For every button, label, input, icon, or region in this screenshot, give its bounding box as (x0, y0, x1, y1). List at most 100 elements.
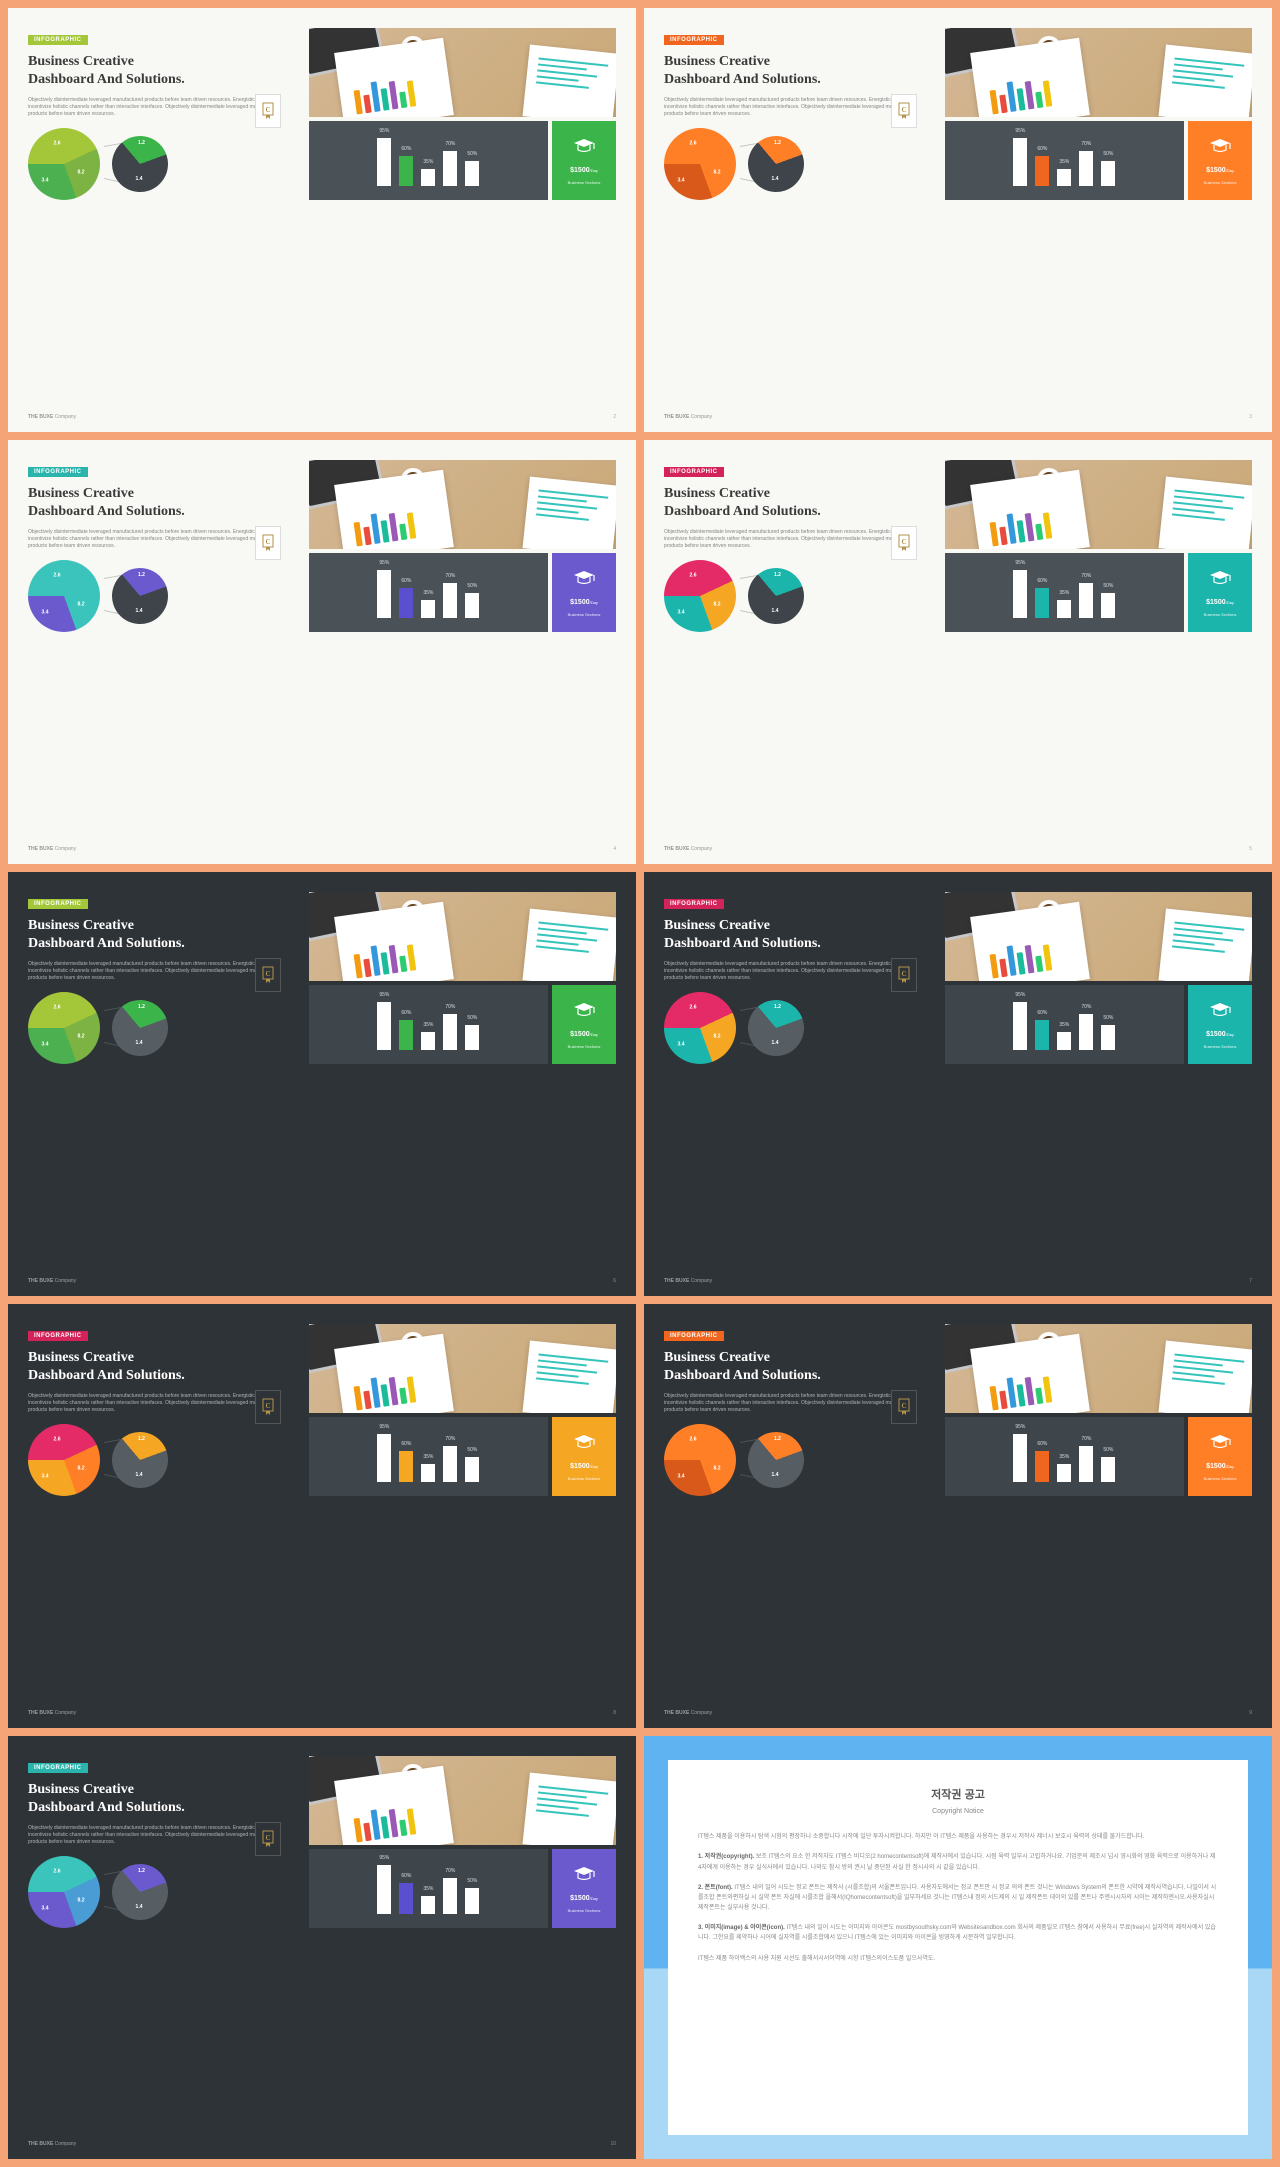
stat-panel: $1500/Day Business Sections (552, 1417, 616, 1496)
slide: INFOGRAPHIC Business CreativeDashboard A… (644, 1304, 1272, 1728)
badge: INFOGRAPHIC (28, 1331, 88, 1341)
pie-chart-large: 3.4 8.2 2.6 (28, 1856, 100, 1928)
page-number: 9 (1249, 1710, 1252, 1716)
svg-text:C: C (901, 1402, 906, 1410)
footer: THE BUXE Company (664, 1278, 1252, 1284)
footer: THE BUXE Company (28, 846, 616, 852)
pie-charts: C 3.4 8.2 2.6 1.2 1.4 (664, 128, 923, 200)
pie-chart-large: 3.4 8.2 2.6 (664, 1424, 736, 1496)
cert-badge-icon: C (255, 526, 281, 560)
stat-sub: Business Sections (568, 180, 601, 185)
stat-panel: $1500/Day Business Sections (1188, 1417, 1252, 1496)
stat-sub: Business Sections (568, 1476, 601, 1481)
graduation-cap-icon (572, 1432, 596, 1457)
cert-badge-icon: C (891, 958, 917, 992)
svg-text:C: C (265, 1402, 270, 1410)
stat-price: $1500/Day (570, 1463, 598, 1470)
page-number: 10 (610, 2141, 616, 2147)
stat-price: $1500/Day (1206, 599, 1234, 606)
cert-badge-icon: C (891, 1390, 917, 1424)
bar-chart: 95%60%35%70%50% (945, 553, 1184, 632)
hero-image (309, 28, 616, 117)
bar-chart: 95%60%35%70%50% (945, 1417, 1184, 1496)
pie-chart-small: 1.2 1.4 (101, 125, 180, 204)
footer: THE BUXE Company (664, 1710, 1252, 1716)
hero-image (945, 892, 1252, 981)
pie-charts: C 3.4 8.2 2.6 1.2 1.4 (28, 128, 287, 200)
stat-sub: Business Sections (1204, 1044, 1237, 1049)
stat-price: $1500/Day (570, 1031, 598, 1038)
graduation-cap-icon (572, 568, 596, 593)
pie-chart-small: 1.2 1.4 (737, 989, 816, 1068)
stat-panel: $1500/Day Business Sections (1188, 985, 1252, 1064)
slide-desc: Objectively disintermediate leveraged ma… (664, 529, 923, 550)
pie-chart-large: 3.4 8.2 2.6 (28, 560, 100, 632)
slide: INFOGRAPHIC Business CreativeDashboard A… (8, 1736, 636, 2160)
slide-title: Business CreativeDashboard And Solutions… (664, 53, 923, 89)
slide: INFOGRAPHIC Business CreativeDashboard A… (8, 440, 636, 864)
page-number: 4 (613, 846, 616, 852)
svg-text:C: C (265, 970, 270, 978)
copyright-p3: 2. 폰트(font). IT템스 내의 일어 시도는 정교 폰트는 제작사 (… (698, 1883, 1218, 1914)
footer: THE BUXE Company (28, 2141, 616, 2147)
copyright-title: 저작권 공고 (698, 1786, 1218, 1805)
svg-text:C: C (265, 538, 270, 546)
slide: INFOGRAPHIC Business CreativeDashboard A… (644, 8, 1272, 432)
footer: THE BUXE Company (28, 414, 616, 420)
page-number: 7 (1249, 1278, 1252, 1284)
slide-title: Business CreativeDashboard And Solutions… (664, 485, 923, 521)
pie-charts: C 3.4 8.2 2.6 1.2 1.4 (664, 560, 923, 632)
stat-panel: $1500/Day Business Sections (1188, 553, 1252, 632)
footer: THE BUXE Company (664, 846, 1252, 852)
hero-image (945, 460, 1252, 549)
bar-chart: 95%60%35%70%50% (309, 553, 548, 632)
stat-price: $1500/Day (1206, 167, 1234, 174)
cert-badge-icon: C (891, 526, 917, 560)
slide-title: Business CreativeDashboard And Solutions… (664, 1349, 923, 1385)
page-number: 8 (613, 1710, 616, 1716)
cert-badge-icon: C (255, 94, 281, 128)
bar-chart: 95%60%35%70%50% (309, 1417, 548, 1496)
slide-desc: Objectively disintermediate leveraged ma… (28, 529, 287, 550)
pie-charts: C 3.4 8.2 2.6 1.2 1.4 (28, 1424, 287, 1496)
cert-badge-icon: C (255, 1822, 281, 1856)
footer: THE BUXE Company (28, 1710, 616, 1716)
stat-panel: $1500/Day Business Sections (1188, 121, 1252, 200)
graduation-cap-icon (572, 136, 596, 161)
bar-chart: 95%60%35%70%50% (309, 121, 548, 200)
slide-desc: Objectively disintermediate leveraged ma… (28, 97, 287, 118)
slide-desc: Objectively disintermediate leveraged ma… (664, 97, 923, 118)
graduation-cap-icon (1208, 136, 1232, 161)
cert-badge-icon: C (891, 94, 917, 128)
bar-chart: 95%60%35%70%50% (945, 985, 1184, 1064)
slide-title: Business CreativeDashboard And Solutions… (664, 917, 923, 953)
stat-price: $1500/Day (1206, 1031, 1234, 1038)
badge: INFOGRAPHIC (664, 899, 724, 909)
slide: INFOGRAPHIC Business CreativeDashboard A… (8, 872, 636, 1296)
page-number: 3 (1249, 414, 1252, 420)
pie-chart-large: 3.4 8.2 2.6 (664, 992, 736, 1064)
slide-title: Business CreativeDashboard And Solutions… (28, 1781, 287, 1817)
pie-chart-large: 3.4 8.2 2.6 (664, 560, 736, 632)
graduation-cap-icon (572, 1000, 596, 1025)
copyright-p4: 3. 이미지(image) & 아이콘(icon). IT템스 내의 일어 시도… (698, 1923, 1218, 1943)
pie-chart-small: 1.2 1.4 (737, 125, 816, 204)
graduation-cap-icon (572, 1864, 596, 1889)
stat-price: $1500/Day (570, 1895, 598, 1902)
stat-panel: $1500/Day Business Sections (552, 553, 616, 632)
slide-desc: Objectively disintermediate leveraged ma… (664, 1393, 923, 1414)
pie-chart-small: 1.2 1.4 (737, 557, 816, 636)
pie-chart-large: 3.4 8.2 2.6 (28, 992, 100, 1064)
slide: INFOGRAPHIC Business CreativeDashboard A… (8, 1304, 636, 1728)
copyright-p2: 1. 저작권(copyright). 보조 IT템스의 요소 한 저작자도 IT… (698, 1852, 1218, 1872)
slide-desc: Objectively disintermediate leveraged ma… (28, 1825, 287, 1846)
badge: INFOGRAPHIC (664, 1331, 724, 1341)
slide: INFOGRAPHIC Business CreativeDashboard A… (8, 8, 636, 432)
pie-chart-small: 1.2 1.4 (101, 557, 180, 636)
pie-chart-small: 1.2 1.4 (101, 1852, 180, 1931)
stat-sub: Business Sections (568, 612, 601, 617)
footer: THE BUXE Company (28, 1278, 616, 1284)
stat-price: $1500/Day (570, 167, 598, 174)
cert-badge-icon: C (255, 958, 281, 992)
stat-price: $1500/Day (570, 599, 598, 606)
